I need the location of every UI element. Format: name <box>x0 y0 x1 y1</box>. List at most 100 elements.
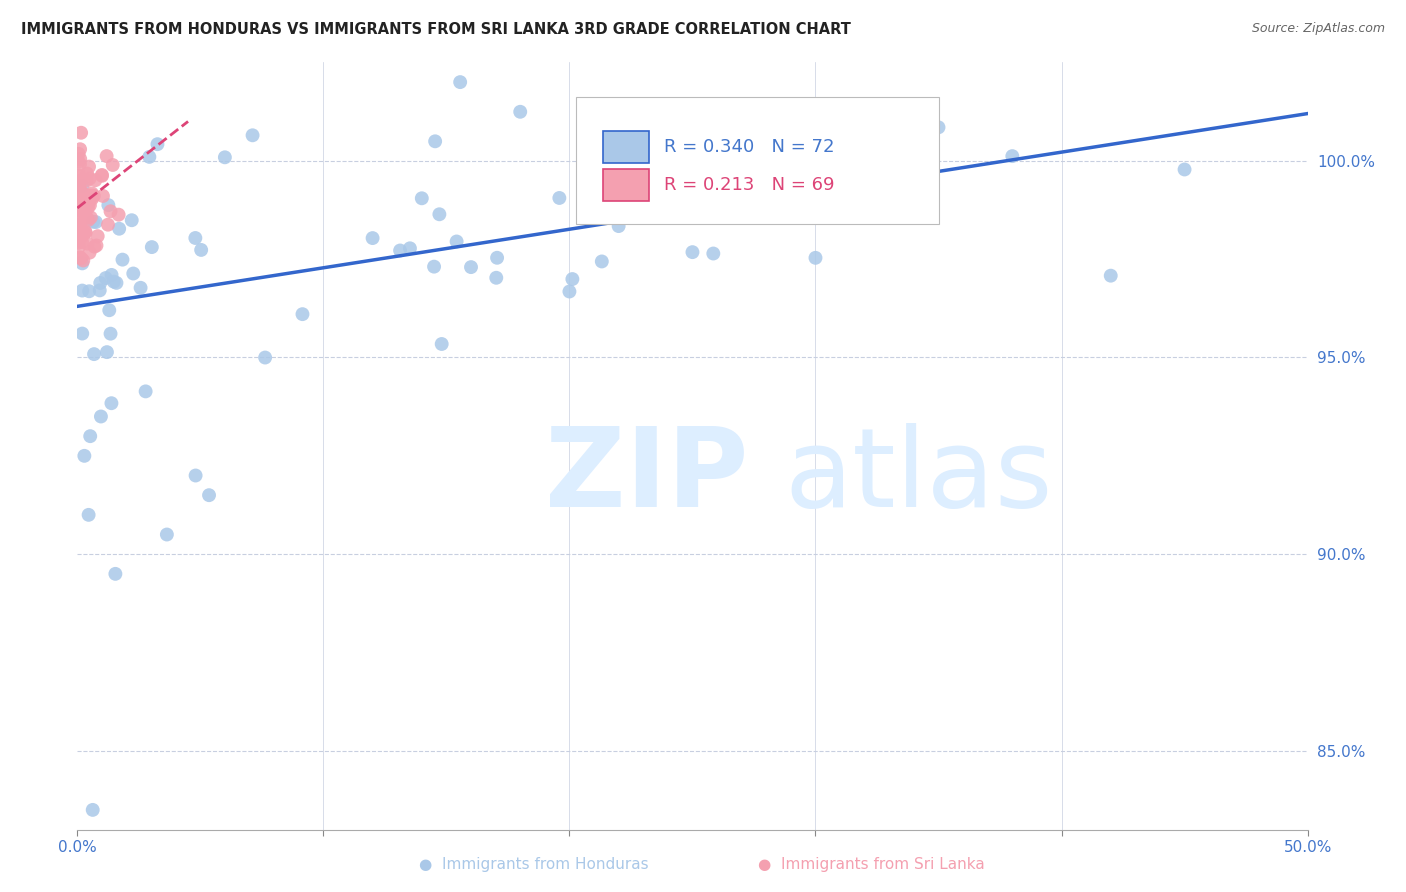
Point <box>96 149 118 163</box>
Point <box>111 252 134 267</box>
Point <box>72 188 94 202</box>
Point <box>100 268 122 282</box>
Point <box>91 169 114 183</box>
Point <box>72 228 94 243</box>
Point <box>67 146 90 161</box>
Text: R = 0.213   N = 69: R = 0.213 N = 69 <box>664 177 835 194</box>
Point <box>609 194 631 208</box>
Point <box>70 203 93 218</box>
Point <box>596 160 619 174</box>
Text: ZIP: ZIP <box>546 423 748 530</box>
Point <box>184 468 207 483</box>
Point <box>83 347 105 361</box>
Point <box>67 218 90 232</box>
Point <box>591 254 613 268</box>
Point <box>423 134 446 148</box>
Point <box>67 195 90 210</box>
Point <box>446 235 468 249</box>
Point <box>83 189 105 203</box>
Point <box>67 235 90 250</box>
Point <box>91 189 114 203</box>
Point <box>82 192 104 206</box>
Point <box>103 275 125 289</box>
Point <box>80 188 103 202</box>
Point <box>67 202 90 217</box>
Point <box>79 429 101 443</box>
Text: IMMIGRANTS FROM HONDURAS VS IMMIGRANTS FROM SRI LANKA 3RD GRADE CORRELATION CHAR: IMMIGRANTS FROM HONDURAS VS IMMIGRANTS F… <box>21 22 851 37</box>
Point <box>70 284 93 298</box>
Point <box>485 270 508 285</box>
Point <box>73 195 96 210</box>
Point <box>242 128 264 143</box>
Point <box>76 201 98 215</box>
Point <box>254 351 277 365</box>
Point <box>79 198 101 212</box>
Point <box>89 284 111 298</box>
Point <box>291 307 314 321</box>
Point <box>80 186 103 201</box>
Point <box>399 241 422 255</box>
Point <box>108 221 131 235</box>
Point <box>69 194 91 209</box>
Point <box>83 240 105 254</box>
Point <box>77 160 100 174</box>
Point <box>67 228 90 243</box>
Point <box>70 235 93 249</box>
Point <box>389 244 412 258</box>
Point <box>509 104 531 119</box>
Bar <box>603 131 650 163</box>
Point <box>70 190 93 204</box>
Point <box>804 251 827 265</box>
Point <box>449 75 471 89</box>
Point <box>86 238 108 252</box>
Point <box>69 251 91 265</box>
Point <box>90 409 112 424</box>
Point <box>86 229 108 244</box>
Point <box>583 202 606 216</box>
Point <box>548 191 571 205</box>
Point <box>97 198 120 212</box>
Point <box>607 219 630 233</box>
Point <box>75 194 97 208</box>
Text: R = 0.340   N = 72: R = 0.340 N = 72 <box>664 138 835 156</box>
Point <box>75 226 97 240</box>
Point <box>67 241 90 255</box>
Point <box>67 227 90 242</box>
Point <box>70 326 93 341</box>
Point <box>138 150 160 164</box>
Point <box>141 240 163 254</box>
Point <box>69 219 91 233</box>
Point <box>77 508 100 522</box>
FancyBboxPatch shape <box>575 97 939 224</box>
Point <box>82 215 104 229</box>
Point <box>73 202 96 217</box>
Point <box>69 152 91 166</box>
Point <box>1001 149 1024 163</box>
Point <box>1174 162 1197 177</box>
Text: ●  Immigrants from Sri Lanka: ● Immigrants from Sri Lanka <box>758 857 986 872</box>
Point <box>1099 268 1122 283</box>
Point <box>561 272 583 286</box>
Point <box>77 213 100 227</box>
Point <box>69 157 91 171</box>
Point <box>75 225 97 239</box>
Point <box>70 252 93 266</box>
Point <box>100 204 122 219</box>
Point <box>94 271 117 285</box>
Point <box>429 207 451 221</box>
Point <box>411 191 433 205</box>
Text: atlas: atlas <box>785 423 1053 530</box>
Point <box>76 236 98 251</box>
Point <box>77 188 100 202</box>
Point <box>70 179 93 194</box>
Point <box>70 256 93 270</box>
Point <box>928 120 950 135</box>
Point <box>105 276 128 290</box>
Point <box>100 396 122 410</box>
Point <box>84 173 107 187</box>
Point <box>90 168 112 182</box>
Point <box>67 169 90 183</box>
Point <box>67 210 90 224</box>
Point <box>80 211 103 225</box>
Point <box>67 178 90 192</box>
